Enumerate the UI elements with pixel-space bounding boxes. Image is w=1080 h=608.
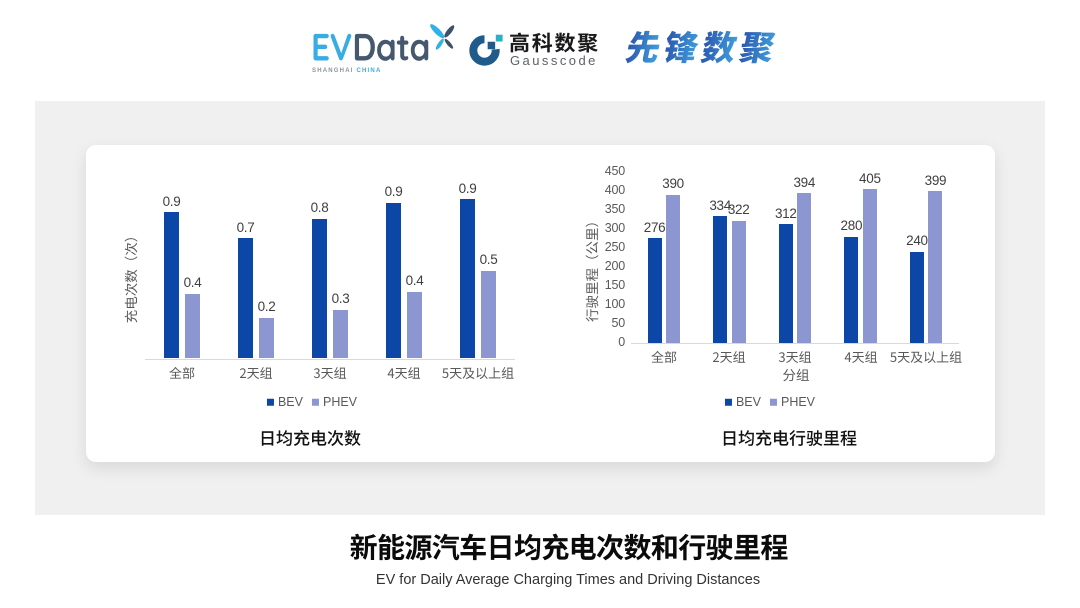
data-label-bev-3: 0.9 — [384, 184, 403, 200]
data-label-phev-1: 0.2 — [257, 299, 276, 315]
bar-phev-0 — [666, 194, 681, 343]
data-label-bev-2: 0.8 — [310, 200, 329, 216]
evdata-tagline: SHANGHAI CHINA — [312, 68, 381, 74]
bar-phev-4 — [928, 191, 943, 343]
x-axis-line — [631, 342, 959, 344]
data-label-phev-0: 390 — [662, 176, 684, 192]
bar-bev-4 — [460, 199, 475, 359]
legend-label-bev: BEV — [735, 394, 761, 409]
bar-bev-4 — [909, 251, 924, 343]
bar-phev-3 — [407, 291, 422, 359]
bar-bev-3 — [386, 202, 401, 359]
y-tick-label: 100 — [604, 297, 625, 312]
chart-title — [259, 430, 361, 447]
legend-swatch-phev — [311, 398, 319, 406]
legend-item-phev: PHEV — [311, 394, 358, 409]
bar-bev-2 — [312, 218, 327, 359]
data-label-bev-4: 0.9 — [458, 180, 477, 196]
y-tick-label: 250 — [604, 240, 625, 255]
pioneer-logo — [623, 30, 778, 64]
evdata-tagline-shanghai: SHANGHAI — [312, 67, 354, 74]
bar-bev-3 — [844, 236, 859, 343]
bar-bev-0 — [164, 212, 179, 359]
gausscode-en-text: Gausscode — [510, 52, 598, 68]
bar-bev-1 — [713, 216, 728, 343]
x-category-label-4 — [890, 350, 962, 363]
evdata-wordmark-data — [352, 27, 430, 75]
chart-card — [86, 145, 995, 462]
legend-item-phev: PHEV — [769, 394, 816, 409]
y-axis-title — [124, 229, 138, 324]
page-title — [350, 533, 789, 561]
bar-bev-0 — [647, 238, 662, 343]
chart-title — [721, 430, 857, 447]
x-category-label-1 — [713, 350, 746, 363]
gausscode-mark-icon — [469, 34, 503, 66]
data-label-phev-0: 0.4 — [183, 275, 202, 291]
x-category-label-1 — [239, 367, 273, 380]
x-category-label-3 — [387, 367, 421, 380]
evdata-tagline-china: CHINA — [356, 67, 382, 74]
y-tick-label: 0 — [618, 335, 625, 350]
bar-phev-2 — [797, 193, 812, 343]
legend-label-phev: PHEV — [322, 394, 358, 409]
legend-swatch-bev — [724, 398, 732, 406]
data-label-bev-1: 334 — [709, 197, 731, 213]
data-label-phev-3: 405 — [859, 170, 881, 186]
data-label-bev-0: 276 — [643, 219, 666, 235]
data-label-phev-2: 394 — [793, 174, 816, 190]
legend-item-bev: BEV — [266, 394, 303, 409]
x-category-label-0 — [651, 350, 677, 363]
bar-phev-1 — [259, 317, 274, 359]
data-label-phev-4: 0.5 — [479, 252, 498, 268]
y-tick-label: 50 — [611, 316, 625, 331]
gausscode-cn-text — [509, 32, 598, 53]
data-label-phev-2: 0.3 — [331, 291, 350, 307]
legend-swatch-bev — [266, 398, 274, 406]
evdata-pinwheel-icon — [430, 24, 455, 50]
x-category-label-0 — [169, 367, 195, 380]
evdata-wordmark — [311, 27, 430, 65]
data-label-bev-2: 312 — [774, 205, 797, 221]
x-axis-line — [145, 358, 515, 360]
legend: BEV PHEV — [266, 394, 358, 409]
bar-phev-2 — [333, 309, 348, 359]
legend-label-phev: PHEV — [780, 394, 816, 409]
y-tick-label: 300 — [604, 221, 625, 236]
y-tick-label: 350 — [604, 202, 625, 217]
bar-phev-3 — [862, 189, 877, 343]
bar-phev-0 — [185, 293, 200, 359]
legend-swatch-phev — [769, 398, 777, 406]
data-label-phev-4: 399 — [924, 172, 947, 188]
bar-bev-2 — [778, 224, 793, 343]
bar-phev-4 — [481, 270, 496, 359]
legend-label-bev: BEV — [277, 394, 303, 409]
y-axis-title — [585, 214, 599, 322]
data-label-bev-3: 280 — [840, 218, 863, 234]
data-label-bev-1: 0.7 — [236, 219, 255, 235]
data-label-bev-4: 240 — [906, 233, 928, 249]
data-label-bev-0: 0.9 — [162, 193, 181, 209]
page-subtitle: EV for Daily Average Charging Times and … — [375, 572, 761, 588]
bar-phev-1 — [731, 220, 746, 343]
legend-item-bev: BEV — [724, 394, 761, 409]
y-tick-label: 200 — [604, 259, 625, 274]
x-category-label-3 — [844, 350, 877, 363]
evdata-wordmark-ev — [311, 27, 352, 75]
y-tick-label: 150 — [604, 278, 625, 293]
y-tick-label: 450 — [604, 164, 625, 179]
legend: BEV PHEV — [724, 394, 816, 409]
x-category-label-4 — [442, 367, 514, 380]
x-category-label-2 — [313, 367, 347, 380]
bar-bev-1 — [238, 238, 253, 359]
y-tick-label: 400 — [604, 183, 625, 198]
data-label-phev-3: 0.4 — [405, 273, 424, 289]
data-label-phev-1: 322 — [727, 202, 750, 218]
header: SHANGHAI CHINA Gausscode — [0, 0, 1080, 100]
x-category-label-2 — [778, 350, 812, 363]
x-axis-title — [783, 368, 810, 382]
